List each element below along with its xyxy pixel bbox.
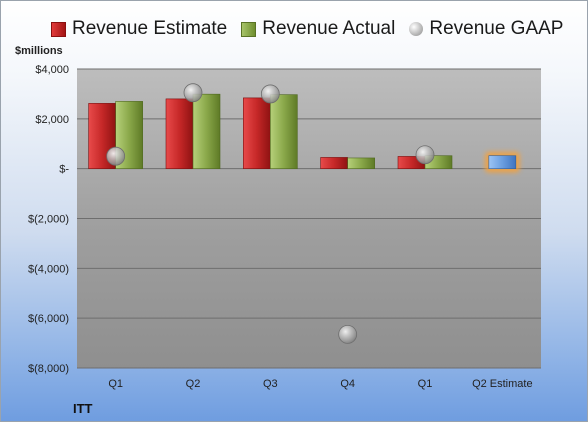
point-revenue-gaap bbox=[106, 146, 126, 166]
bar-revenue-estimate bbox=[243, 97, 271, 169]
y-tick-label: $(2,000) bbox=[28, 214, 69, 226]
legend-item-actual: Revenue Actual bbox=[241, 18, 395, 40]
bar-revenue-estimate-future bbox=[488, 155, 517, 169]
y-tick-label: $(6,000) bbox=[28, 313, 69, 325]
point-revenue-gaap bbox=[338, 324, 358, 344]
chart-legend: Revenue Estimate Revenue Actual Revenue … bbox=[51, 16, 577, 42]
legend-swatch-actual bbox=[241, 21, 257, 37]
bar-revenue-actual bbox=[347, 157, 375, 169]
legend-swatch-estimate bbox=[51, 21, 66, 37]
x-tick-label: Q1 bbox=[418, 378, 433, 390]
bar-revenue-actual bbox=[270, 94, 298, 169]
company-name: ITT bbox=[73, 401, 93, 416]
point-revenue-gaap bbox=[260, 84, 280, 104]
point-revenue-gaap bbox=[183, 83, 203, 103]
bar-revenue-estimate bbox=[165, 98, 194, 169]
x-tick-label: Q3 bbox=[263, 378, 278, 390]
y-tick-label: $(8,000) bbox=[28, 363, 69, 375]
x-tick-label: Q1 bbox=[108, 378, 123, 390]
y-tick-label: $- bbox=[59, 164, 69, 176]
y-tick-label: $2,000 bbox=[35, 114, 69, 126]
legend-item-estimate: Revenue Estimate bbox=[51, 18, 227, 40]
legend-item-gaap: Revenue GAAP bbox=[409, 18, 563, 40]
y-tick-label: $4,000 bbox=[35, 64, 69, 76]
legend-swatch-gaap bbox=[409, 22, 424, 36]
x-tick-label: Q2 Estimate bbox=[472, 378, 533, 390]
y-axis-unit-label: $millions bbox=[15, 45, 63, 57]
x-tick-label: Q2 bbox=[186, 378, 201, 390]
y-tick-label: $(4,000) bbox=[28, 263, 69, 275]
legend-label-estimate: Revenue Estimate bbox=[72, 18, 228, 39]
legend-label-actual: Revenue Actual bbox=[262, 18, 396, 39]
bar-revenue-actual bbox=[192, 93, 221, 169]
bar-revenue-estimate bbox=[320, 157, 348, 169]
legend-label-gaap: Revenue GAAP bbox=[429, 18, 564, 39]
x-tick-label: Q4 bbox=[340, 378, 355, 390]
point-revenue-gaap bbox=[415, 145, 435, 165]
